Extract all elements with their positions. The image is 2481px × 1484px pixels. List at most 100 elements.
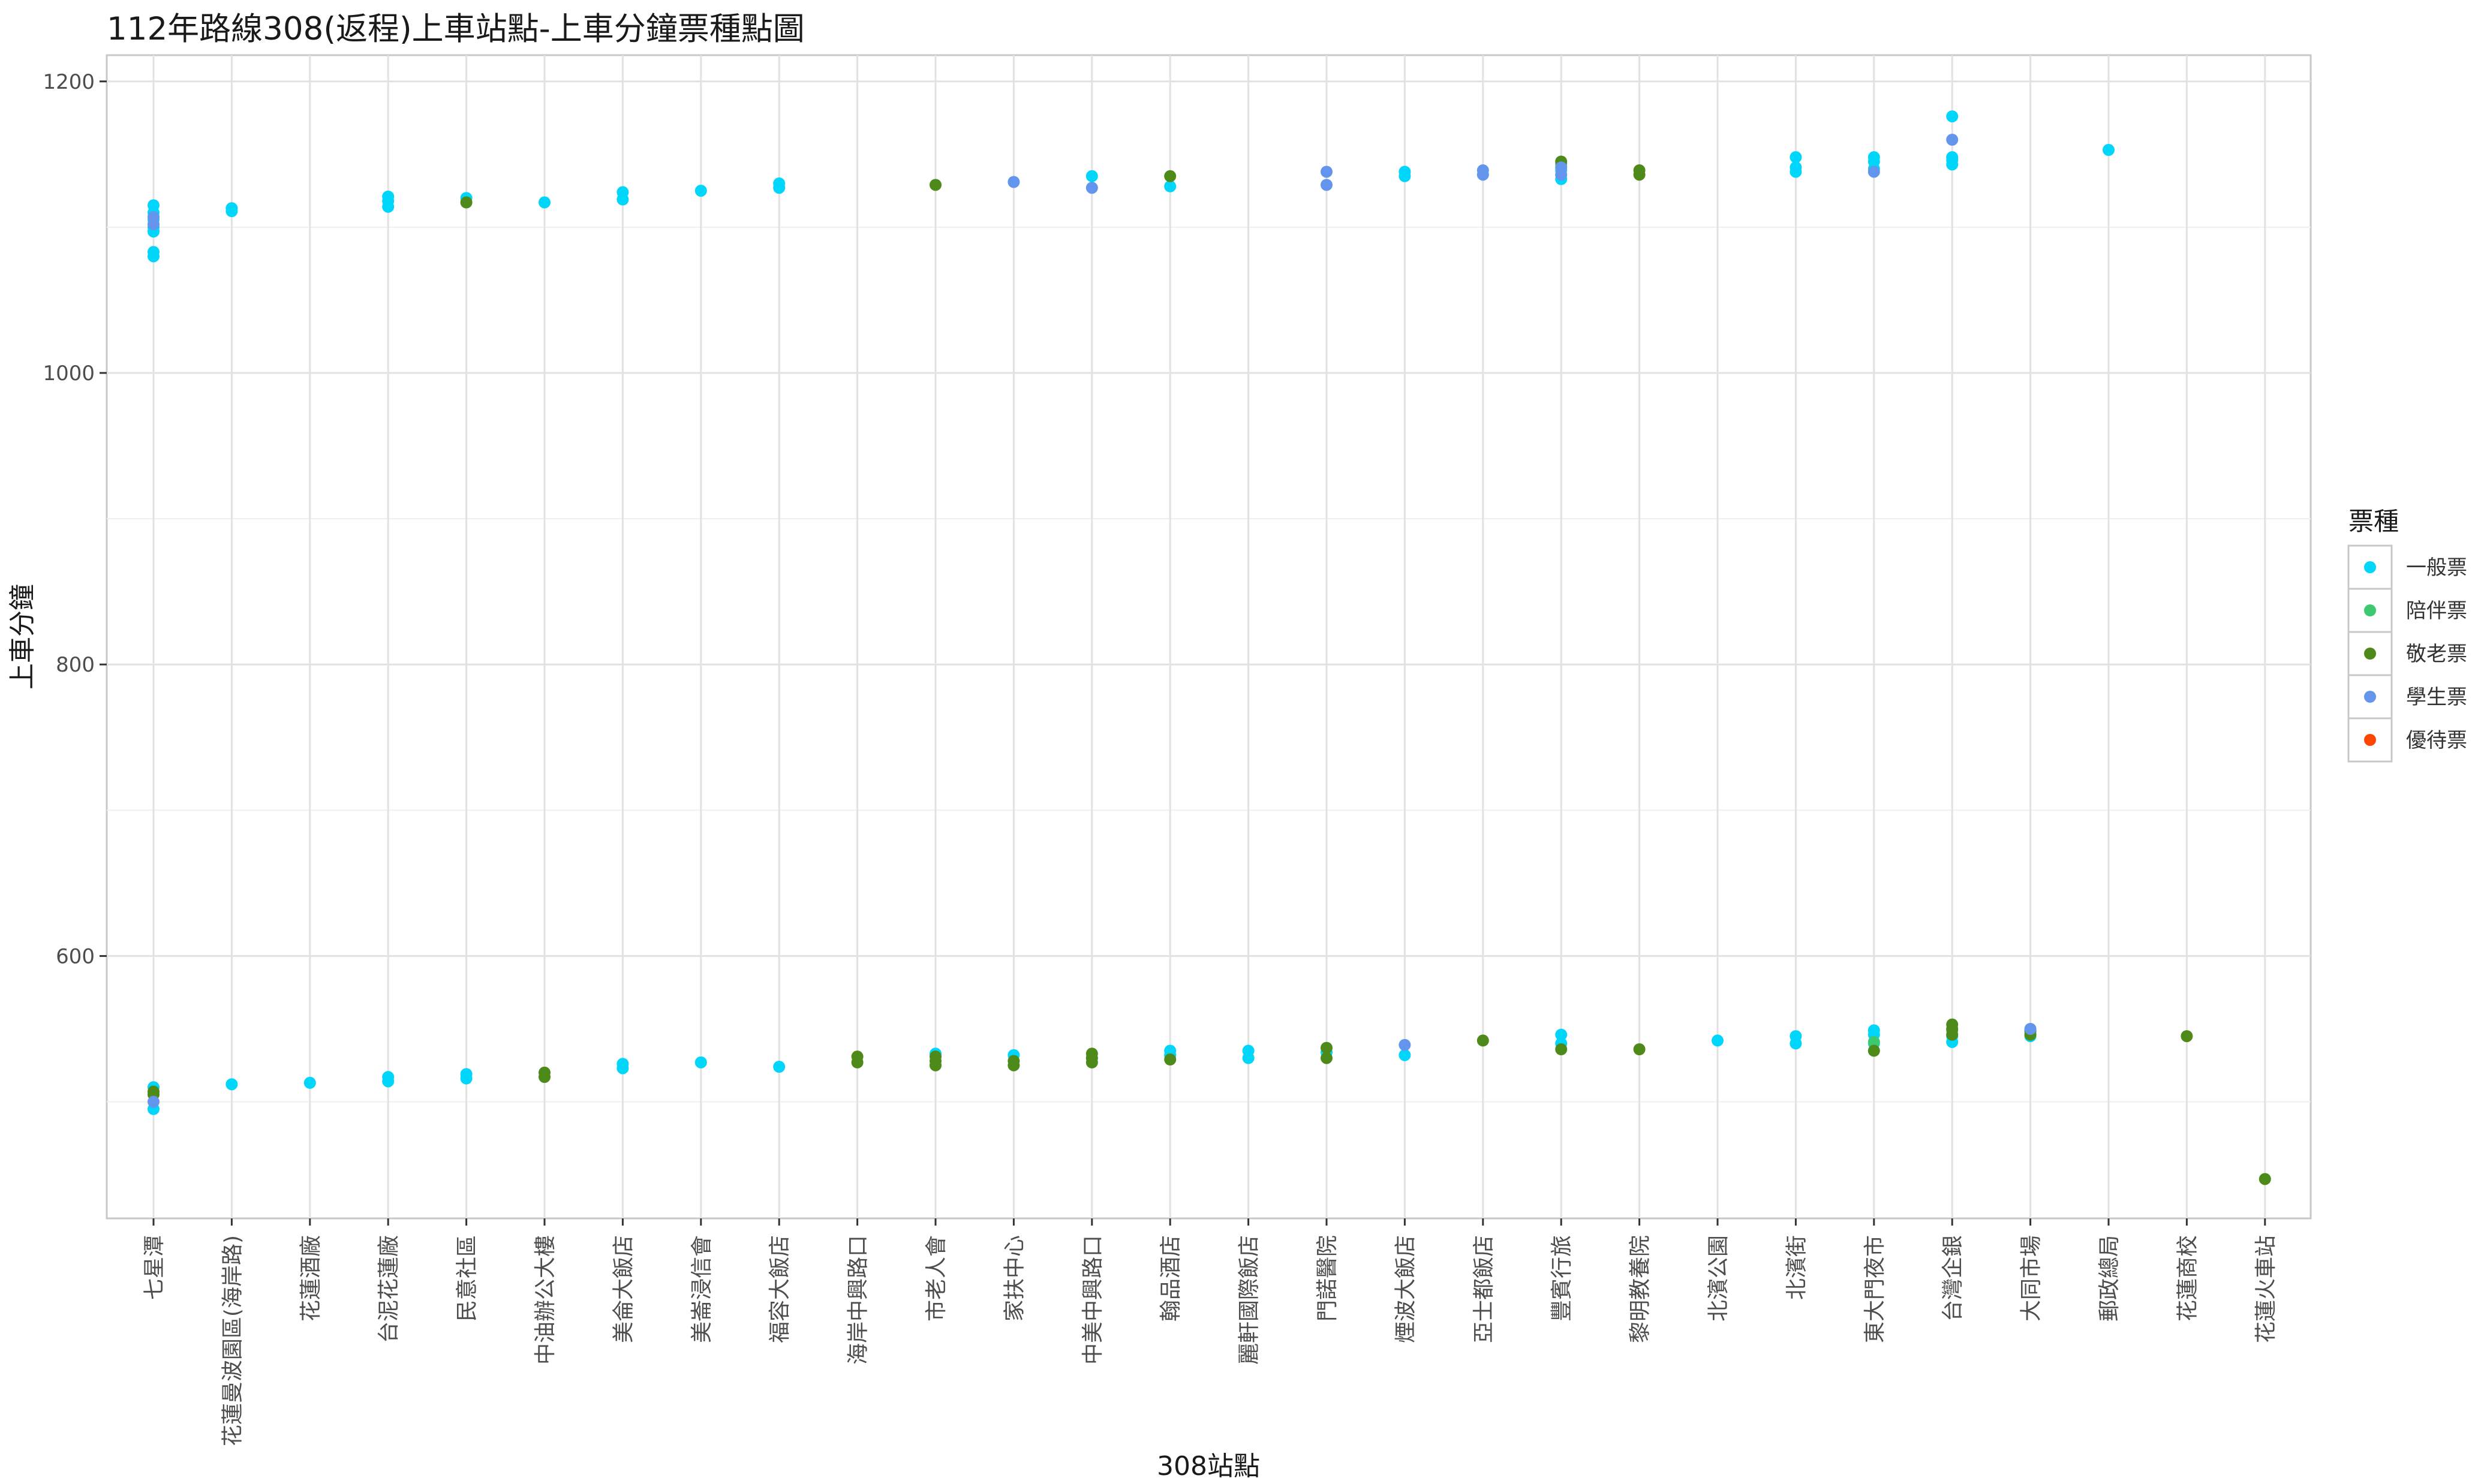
x-tick-label: 豐賓行旅 (1550, 1235, 1574, 1322)
data-point (382, 1075, 395, 1088)
legend-swatch (2364, 648, 2376, 660)
data-point (694, 185, 707, 197)
data-point (148, 250, 160, 263)
data-point (1633, 1043, 1646, 1055)
x-tick-label: 花蓮火車站 (2254, 1235, 2278, 1343)
x-tick-label: 美侖大飯店 (611, 1235, 636, 1343)
x-tick-label: 郵政總局 (2097, 1235, 2122, 1322)
data-point (1008, 1059, 1020, 1071)
data-point (617, 193, 629, 206)
x-tick-label: 台灣企銀 (1941, 1235, 1965, 1322)
data-point (2259, 1173, 2271, 1185)
data-points (148, 110, 2271, 1185)
axes: 600 800 1000 1200 七星潭 花蓮曼波園區(海岸路) 花蓮酒廠 台泥花蓮廠 民意社… (43, 70, 2278, 1446)
x-tick-label: 市老人會 (924, 1235, 949, 1322)
data-point (773, 182, 786, 194)
data-point (2024, 1022, 2037, 1035)
data-point (460, 1072, 473, 1085)
data-point (930, 1059, 942, 1071)
y-tick-label: 600 (56, 944, 95, 968)
data-point (1867, 165, 1880, 178)
x-tick-label: 七星潭 (142, 1235, 167, 1300)
y-tick-label: 800 (56, 653, 95, 677)
data-point (225, 205, 238, 218)
x-tick-label: 煙波大飯店 (1393, 1235, 1418, 1343)
legend-title: 票種 (2348, 507, 2399, 536)
data-point (1946, 110, 1959, 123)
data-point (1085, 170, 1098, 182)
legend-swatch (2364, 604, 2376, 616)
data-point (1946, 158, 1959, 171)
data-point (460, 196, 473, 209)
x-tick-label: 中油辦公大樓 (533, 1235, 558, 1365)
data-point (1164, 1053, 1177, 1066)
data-point (1321, 179, 1333, 191)
x-tick-label: 北濱公園 (1706, 1235, 1731, 1322)
data-point (1399, 170, 1411, 182)
data-point (1008, 176, 1020, 188)
legend-swatch (2364, 734, 2376, 746)
data-point (1321, 1041, 1333, 1054)
legend-label: 陪伴票 (2406, 599, 2467, 623)
data-point (539, 1071, 551, 1083)
x-tick-label: 花蓮商校 (2175, 1235, 2200, 1322)
data-point (1164, 180, 1177, 192)
data-point (1946, 1028, 1959, 1041)
x-tick-label: 中美中興路口 (1081, 1235, 1105, 1365)
x-tick-label: 黎明教養院 (1628, 1235, 1653, 1343)
data-point (1085, 182, 1098, 194)
plot-background (106, 54, 2312, 1220)
data-point (1242, 1052, 1255, 1064)
data-point (1164, 170, 1177, 182)
x-tick-label: 亞士都飯店 (1472, 1235, 1496, 1343)
data-point (1321, 165, 1333, 178)
y-axis-title: 上車分鐘 (7, 584, 38, 690)
legend-swatch (2364, 691, 2376, 703)
data-point (930, 179, 942, 191)
x-tick-label: 台泥花蓮廠 (377, 1235, 401, 1343)
x-tick-label: 美崙浸信會 (690, 1235, 714, 1343)
data-point (851, 1056, 864, 1068)
data-point (1555, 1043, 1568, 1055)
x-tick-label: 大同市場 (2019, 1235, 2044, 1322)
data-point (1790, 165, 1802, 178)
x-tick-label: 東大門夜市 (1863, 1235, 1887, 1343)
x-tick-label: 民意社區 (455, 1235, 480, 1322)
x-tick-label: 門諾醫院 (1315, 1235, 1340, 1322)
x-axis-title: 308站點 (1157, 1451, 1260, 1482)
data-point (1476, 168, 1489, 181)
data-point (1712, 1034, 1724, 1047)
chart-title: 112年路線308(返程)上車站點-上車分鐘票種點圖 (107, 11, 805, 47)
data-point (2181, 1030, 2193, 1043)
x-tick-label: 花蓮曼波園區(海岸路) (220, 1235, 245, 1446)
data-point (1790, 151, 1802, 164)
legend-label: 敬老票 (2406, 642, 2467, 666)
data-point (1867, 1044, 1880, 1057)
x-tick-label: 翰品酒店 (1159, 1235, 1183, 1322)
data-point (148, 218, 160, 231)
data-point (1633, 168, 1646, 181)
data-point (773, 1061, 786, 1073)
y-tick-label: 1200 (43, 70, 95, 94)
data-point (617, 1062, 629, 1074)
data-point (303, 1076, 316, 1089)
data-point (1790, 1037, 1802, 1050)
x-tick-label: 北濱街 (1784, 1235, 1809, 1300)
y-tick-label: 1000 (43, 362, 95, 386)
data-point (1476, 1034, 1489, 1047)
legend-label: 學生票 (2406, 685, 2467, 709)
data-point (148, 1095, 160, 1108)
x-tick-label: 海岸中興路口 (846, 1235, 871, 1365)
x-tick-label: 福容大飯店 (768, 1235, 792, 1343)
data-point (1399, 1039, 1411, 1051)
data-point (225, 1078, 238, 1091)
data-point (1399, 1049, 1411, 1061)
x-tick-label: 花蓮酒廠 (299, 1235, 323, 1322)
data-point (2103, 144, 2115, 156)
data-point (1946, 134, 1959, 146)
legend-swatch (2364, 561, 2376, 573)
x-tick-label: 麗軒國際飯店 (1237, 1235, 1262, 1365)
data-point (539, 196, 551, 209)
